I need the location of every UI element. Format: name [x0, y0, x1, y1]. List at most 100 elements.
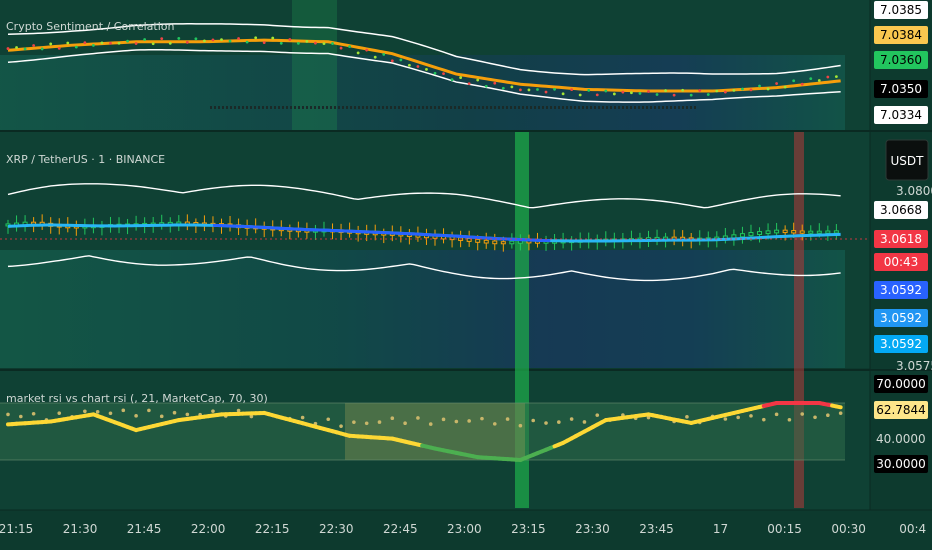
top-price-point [416, 65, 420, 68]
main-pane-title[interactable]: XRP / TetherUS · 1 · BINANCE [6, 153, 165, 166]
candle [833, 230, 839, 234]
top-price-point [15, 46, 18, 49]
top-price-point [647, 90, 650, 93]
top-price-point [425, 68, 428, 71]
top-dotted-mark [270, 106, 272, 109]
top-dotted-mark [590, 106, 592, 109]
top-dotted-mark [338, 106, 340, 109]
time-axis-label: 22:00 [191, 522, 226, 536]
candle [765, 230, 771, 235]
market-rsi-point [147, 408, 151, 413]
top-dotted-mark [438, 106, 440, 109]
top-dotted-mark [462, 106, 464, 109]
market-rsi-point [159, 414, 164, 419]
top-price-point [476, 78, 480, 82]
top-price-point [638, 92, 642, 95]
top-dotted-mark [570, 106, 572, 109]
top-price-point [92, 43, 95, 47]
price-pill [874, 230, 928, 248]
price-pill-label: 00:43 [884, 255, 919, 269]
candle [799, 230, 805, 234]
candle [475, 238, 481, 243]
top-price-point [100, 41, 104, 45]
top-price-point [23, 47, 27, 51]
top-price-point [630, 91, 633, 95]
price-pill-label: 3.0592 [880, 283, 922, 297]
top-dotted-mark [330, 106, 332, 109]
candle [808, 230, 814, 234]
top-price-point [544, 90, 548, 94]
top-dotted-mark [386, 106, 388, 109]
top-price-point [382, 53, 386, 56]
top-price-point [373, 55, 377, 59]
top-dotted-mark [266, 106, 268, 109]
top-price-point [553, 87, 556, 91]
top-dotted-mark [230, 106, 232, 109]
market-rsi-point [736, 415, 740, 420]
top-upper-band [7, 23, 841, 76]
candle [748, 231, 754, 237]
price-pill-label: 7.0384 [880, 28, 922, 42]
top-dotted-mark [638, 106, 640, 109]
candle [782, 229, 788, 234]
time-axis[interactable]: 21:15 21:30 21:45 22:00 22:15 22:30 22:45 23:00… [0, 522, 926, 536]
axis-top-label: 3.0800 [896, 184, 932, 198]
rsi-pane-title[interactable]: market rsi vs chart rsi (, 21, MarketCap… [6, 392, 268, 405]
top-plot [6, 23, 841, 109]
price-pill-label: 7.0385 [880, 3, 922, 17]
top-dotted-mark [606, 106, 608, 109]
top-dotted-mark [218, 106, 220, 109]
top-price-point [390, 59, 394, 63]
top-dotted-mark [394, 106, 396, 109]
top-price-point [194, 37, 198, 41]
top-price-point [109, 41, 112, 45]
top-pane-title[interactable]: Crypto Sentiment / Correlation [6, 20, 174, 33]
currency-button[interactable] [885, 139, 929, 181]
top-dotted-mark [414, 106, 416, 109]
top-dotted-mark [558, 106, 560, 109]
top-dotted-mark [526, 106, 528, 109]
market-rsi-point [826, 413, 830, 418]
top-price-point [126, 39, 129, 43]
top-price-point [826, 75, 830, 79]
market-rsi-point [249, 414, 254, 419]
top-price-point [775, 82, 778, 85]
market-rsi-point [6, 412, 10, 417]
price-pill [874, 281, 928, 299]
top-dotted-mark [242, 106, 244, 109]
top-price-point [399, 58, 403, 62]
top-dotted-mark [458, 106, 460, 109]
top-price-point [715, 89, 719, 93]
axis-bottom-label: 3.0575 [896, 359, 932, 373]
top-dotted-mark [690, 106, 692, 109]
top-dotted-mark [210, 106, 212, 109]
market-rsi-point [300, 415, 305, 420]
time-axis-label: 21:15 [0, 522, 33, 536]
top-price-point [32, 44, 36, 47]
market-rsi-point [211, 409, 215, 413]
time-axis-label: 23:45 [639, 522, 674, 536]
top-dotted-mark [634, 106, 636, 109]
main-ma-line-dark [212, 223, 551, 243]
market-rsi-point [685, 415, 689, 419]
price-pill-label: 30.0000 [876, 457, 926, 471]
top-price-point [741, 87, 744, 91]
market-rsi-point [172, 410, 177, 415]
top-dotted-mark [426, 106, 428, 109]
candle [816, 230, 822, 234]
market-rsi-point [83, 409, 87, 414]
top-dotted-mark [674, 106, 676, 109]
time-axis-label: 22:30 [319, 522, 354, 536]
top-price-point [809, 77, 813, 81]
top-dotted-mark [422, 106, 424, 109]
top-dotted-mark [322, 106, 324, 109]
top-dotted-mark [614, 106, 616, 109]
top-price-point [203, 39, 206, 43]
top-dotted-mark [342, 106, 344, 109]
market-rsi-point [377, 420, 382, 424]
price-pill [874, 375, 928, 393]
currency-button-label[interactable]: USDT [891, 154, 925, 168]
price-pill-label: 7.0334 [880, 108, 922, 122]
top-dotted-mark [546, 106, 548, 109]
